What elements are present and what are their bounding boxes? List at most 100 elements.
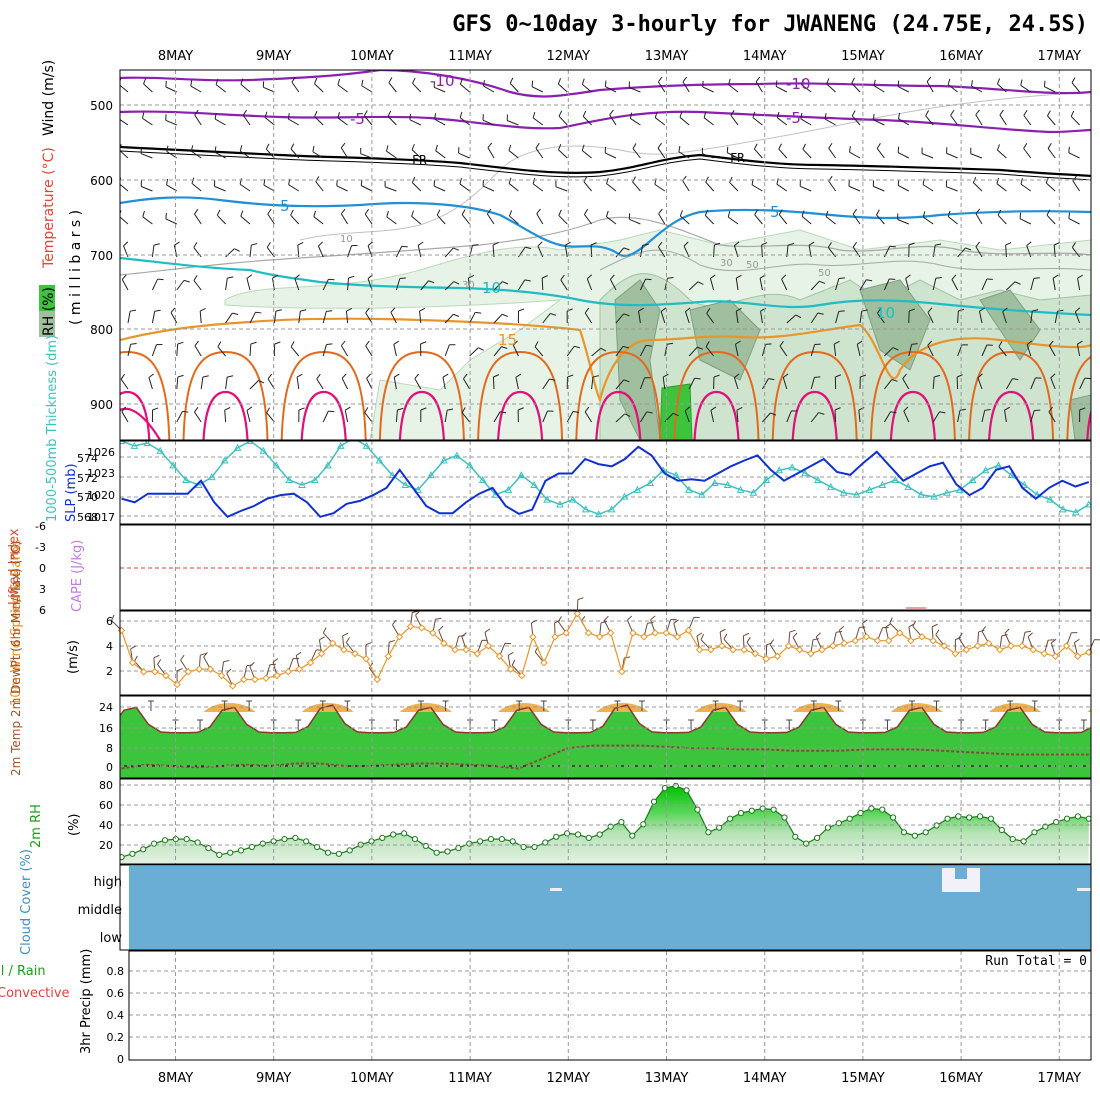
upper-wind-barb-flag — [584, 406, 590, 413]
upper-wind-barb-flag — [459, 178, 462, 185]
upper-wind-barb — [728, 84, 739, 93]
upper-wind-barb-flag — [287, 113, 290, 120]
upper-wind-barb — [727, 152, 739, 159]
upper-wind-barb — [776, 117, 788, 126]
upper-wind-barb — [1023, 114, 1032, 126]
upper-wind-barb — [786, 410, 792, 423]
upper-wind-barb-flag — [524, 279, 531, 282]
wind10m-point — [1051, 652, 1060, 660]
upper-wind-barb-flag — [581, 78, 585, 85]
upper-wind-barb — [214, 185, 226, 192]
upper-wind-barb-flag — [851, 110, 856, 117]
upper-wind-barb-flag — [979, 307, 985, 312]
upper-wind-barb-flag — [532, 111, 536, 118]
upper-wind-barb-flag — [1019, 212, 1022, 219]
rh-point — [879, 806, 886, 813]
rh-point — [553, 833, 560, 840]
thickness-point — [465, 461, 474, 469]
upper-wind-barb — [1071, 82, 1080, 93]
upper-wind-barb-flag — [157, 278, 164, 281]
wind10m-barb-flag — [889, 617, 893, 624]
wind10m-barb-flag — [696, 632, 703, 637]
thickness-point — [1046, 495, 1054, 503]
wind10m-point — [1029, 646, 1037, 654]
rh-point — [248, 843, 255, 851]
upper-wind-barb-flag — [177, 374, 184, 378]
upper-wind-barb — [978, 311, 983, 324]
thickness-point — [968, 476, 977, 484]
upper-wind-barb — [312, 151, 324, 159]
upper-wind-barb-flag — [834, 407, 841, 411]
upper-wind-barbs — [120, 76, 1091, 423]
upper-wind-barb — [873, 185, 885, 192]
upper-wind-barb-flag — [397, 407, 404, 411]
temp-tick-8: 8 — [106, 742, 113, 755]
wind10m-barb-flag — [978, 629, 985, 633]
thickness-point — [388, 471, 397, 479]
wind10m-point — [629, 629, 637, 637]
wind10m-point — [473, 649, 481, 658]
upper-wind-barb-flag — [459, 111, 463, 118]
wind10m-point — [729, 646, 737, 654]
upper-wind-barb — [586, 278, 593, 291]
upper-wind-barb — [512, 344, 519, 357]
upper-wind-barb — [290, 346, 300, 357]
upper-wind-barb-flag — [340, 142, 346, 149]
upper-wind-barb-flag — [417, 241, 424, 246]
upper-wind-barb — [266, 412, 275, 423]
upper-wind-barb — [214, 151, 226, 159]
rh-point — [401, 830, 408, 837]
rh-grid — [120, 779, 1091, 864]
upper-wind-barb-flag — [1020, 178, 1023, 185]
upper-wind-barb — [1023, 148, 1032, 159]
wind10m-barb-flag — [624, 656, 631, 659]
upper-wind-barb — [463, 378, 471, 390]
rh-point — [857, 809, 864, 817]
rh-point — [183, 836, 190, 843]
upper-wind-barb — [542, 410, 548, 423]
upper-wind-barb — [364, 412, 373, 423]
upper-wind-barb-flag — [420, 407, 427, 411]
upper-wind-barb — [508, 150, 519, 159]
upper-wind-barb-flag — [348, 275, 355, 279]
upper-wind-barb — [225, 377, 228, 390]
upper-wind-barb-flag — [911, 343, 918, 345]
thick-tick-574: 574 — [77, 452, 98, 465]
upper-wind-barb-flag — [947, 78, 951, 85]
upper-wind-barb-flag — [263, 179, 266, 186]
upper-wind-barb — [459, 117, 470, 126]
upper-wind-barb — [486, 213, 495, 225]
upper-wind-barb-flag — [420, 341, 427, 345]
upper-wind-barb — [657, 147, 666, 159]
upper-wind-barb-flag — [515, 373, 522, 378]
thickness-point — [169, 461, 177, 469]
upper-wind-barb-flag — [1026, 241, 1032, 247]
upper-wind-barb — [493, 281, 503, 291]
upper-wind-barb-flag — [290, 341, 295, 348]
upper-wind-barb — [898, 118, 910, 126]
rh-shade-dark — [614, 279, 1091, 440]
upper-wind-barb-flag — [390, 307, 396, 313]
upper-wind-barb-flag — [393, 340, 400, 345]
upper-wind-barb-flag — [517, 407, 524, 411]
slp-thickness-panel: 574 572 570 568 1026 1023 1020 1017 1000… — [45, 335, 1092, 525]
upper-wind-barb — [191, 150, 202, 159]
upper-wind-barb — [751, 184, 763, 192]
upper-wind-barb — [517, 279, 526, 291]
upper-wind-barb-flag — [412, 77, 416, 84]
upper-wind-barb-flag — [1023, 143, 1028, 149]
thickness-point — [788, 463, 796, 471]
thickness-point — [130, 441, 139, 449]
upper-wind-barb — [755, 81, 763, 93]
upper-wind-barb-flag — [752, 111, 756, 118]
upper-wind-barb-flag — [502, 281, 509, 285]
wind10m-barb-flag — [1027, 632, 1033, 638]
upper-wind-barb-flag — [1033, 277, 1040, 279]
upper-wind-barb-flag — [975, 208, 981, 214]
wind10m-barb-flag — [650, 615, 656, 621]
rh-point — [346, 847, 353, 854]
upper-wind-barb-flag — [419, 307, 426, 312]
upper-wind-barb — [249, 380, 259, 390]
upper-wind-barb-flag — [604, 80, 607, 87]
upper-wind-barb — [932, 376, 935, 390]
